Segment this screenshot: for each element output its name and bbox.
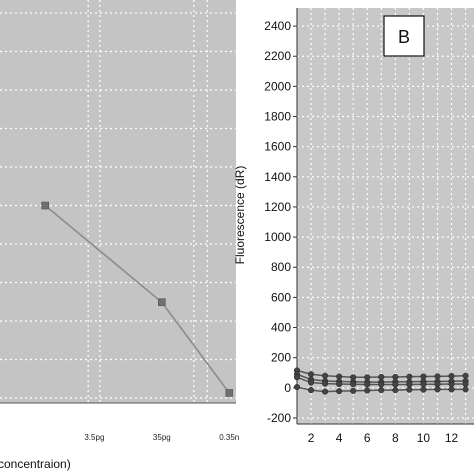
panel-b-data-point [322,388,329,395]
panel-b-data-point [420,386,427,393]
panel-b-y-tick-label: 400 [271,321,291,335]
panel-b-data-point [378,387,385,394]
panel-a-x-tick-label: 35pg [153,433,171,442]
panel-b-data-point [448,381,455,388]
panel-b-data-point [448,373,455,380]
panel-b-data-point [336,388,343,395]
panel-b-data-point [462,381,469,388]
panel-b-data-point [378,381,385,388]
panel-b-y-axis-label: Fluorescence (dR) [233,166,247,265]
panel-b-data-point [322,380,329,387]
panel-a-x-tick-label: 0.35n [219,433,239,442]
panel-b-y-tick-label: 1400 [264,170,291,184]
panel-a-data-point [225,389,234,397]
panel-b-data-point [307,379,315,386]
panel-a-data-point [158,298,166,307]
panel-a-data-point [41,201,49,210]
panel-b-data-point [406,386,413,393]
panel-b-plot-area [297,8,474,424]
panel-b-data-point [434,373,441,380]
panel-b-data-point [378,373,385,381]
panel-a-plot-area [0,0,236,403]
panel-b-data-point [350,381,357,388]
panel-a-x-axis-label: (concentraion) [0,457,71,471]
panel-b-data-point [322,372,329,379]
panel-b-y-tick-label: 0 [284,381,291,395]
panel-b-data-point [307,387,315,394]
panel-b-data-point [462,372,469,379]
panel-b-data-point [350,387,357,394]
panel-b-y-tick-label: 1800 [264,110,291,124]
panel-b-y-tick-label: 2000 [264,79,291,93]
panel-b-data-point [364,381,371,388]
panel-b-data-point [336,381,343,388]
panel-b-data-point [448,386,455,393]
panel-b-x-tick-label: 10 [417,431,431,445]
panel-b-y-tick-label: 800 [271,260,291,274]
panel-b-x-tick-label: 2 [308,431,315,445]
panel-b-x-tick-label: 8 [392,431,399,445]
panel-b-data-point [406,381,413,388]
panel-b-data-point [462,386,469,393]
panel-b-data-point [307,371,315,378]
panel-b-data-point [293,374,301,381]
panel-a: 3.5pg 35pg 0.35n (concentraion) [0,0,239,471]
panel-b-y-tick-label: 1600 [264,140,291,154]
panel-b-y-tick-label: 1000 [264,230,291,244]
panel-b: 2400220020001800160014001200100080060040… [233,8,474,445]
panel-a-x-tick-label: 3.5pg [84,433,104,442]
panel-b-data-point [434,381,441,388]
panel-b-y-tick-label: 1200 [264,200,291,214]
panel-b-x-tick-label: 4 [336,431,343,445]
panel-b-data-point [406,373,413,380]
panel-b-y-tick-label: 200 [271,351,291,365]
panel-b-data-point [392,381,399,388]
panel-b-badge-label: B [398,27,410,47]
panel-b-data-point [420,381,427,388]
panel-b-data-point [392,387,399,394]
panel-b-x-tick-label: 6 [364,431,371,445]
panel-b-y-tick-label: 2400 [264,19,291,33]
panel-b-x-tick-label: 12 [445,431,459,445]
panel-b-y-tick-label: -200 [267,411,291,425]
panel-b-data-point [293,384,301,391]
panel-b-badge-box [383,15,425,57]
panel-b-data-point [364,387,371,394]
panel-b-data-point [434,386,441,393]
panel-b-y-tick-label: 600 [271,290,291,304]
panel-b-y-tick-label: 2200 [264,49,291,63]
